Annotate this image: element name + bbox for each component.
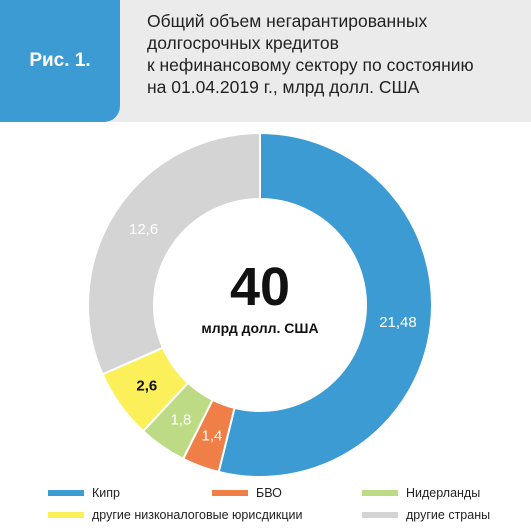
data-label-netherlands: 1,8: [171, 411, 192, 428]
legend-item-other-countries: другие страны: [362, 508, 490, 522]
figure-label: Рис. 1.: [29, 50, 91, 71]
legend-item-netherlands: Нидерланды: [362, 486, 480, 500]
legend-swatch: [362, 490, 398, 496]
chart-title: Общий объем негарантированных долгосрочн…: [147, 11, 474, 97]
data-label-low-tax: 2,6: [136, 378, 157, 395]
legend-swatch: [212, 490, 248, 496]
slice-cyprus: [217, 131, 433, 478]
data-label-other-countries: 12,6: [129, 221, 158, 238]
legend-swatch: [362, 512, 398, 518]
center-total-unit: млрд долл. США: [201, 320, 318, 336]
legend-label: другие низконалоговые юрисдикции: [92, 508, 303, 522]
legend-item-cyprus: Кипр: [48, 486, 120, 500]
legend-item-bvi: БВО: [212, 486, 282, 500]
legend-swatch: [48, 512, 84, 518]
center-total-value: 40: [230, 257, 290, 317]
legend-label: Нидерланды: [406, 486, 481, 500]
data-label-cyprus: 21,48: [379, 314, 417, 331]
legend-label: БВО: [256, 486, 282, 500]
legend-label: другие страны: [406, 508, 491, 522]
legend-swatch: [48, 490, 84, 496]
legend-item-low-tax: другие низконалоговые юрисдикции: [48, 508, 302, 522]
legend-label: Кипр: [92, 486, 120, 500]
figure-badge: Рис. 1.: [0, 0, 120, 122]
data-label-bvi: 1,4: [202, 427, 223, 444]
legend: Кипр БВО Нидерланды другие низконалоговы…: [0, 484, 531, 531]
slice-other-countries: [87, 131, 261, 376]
